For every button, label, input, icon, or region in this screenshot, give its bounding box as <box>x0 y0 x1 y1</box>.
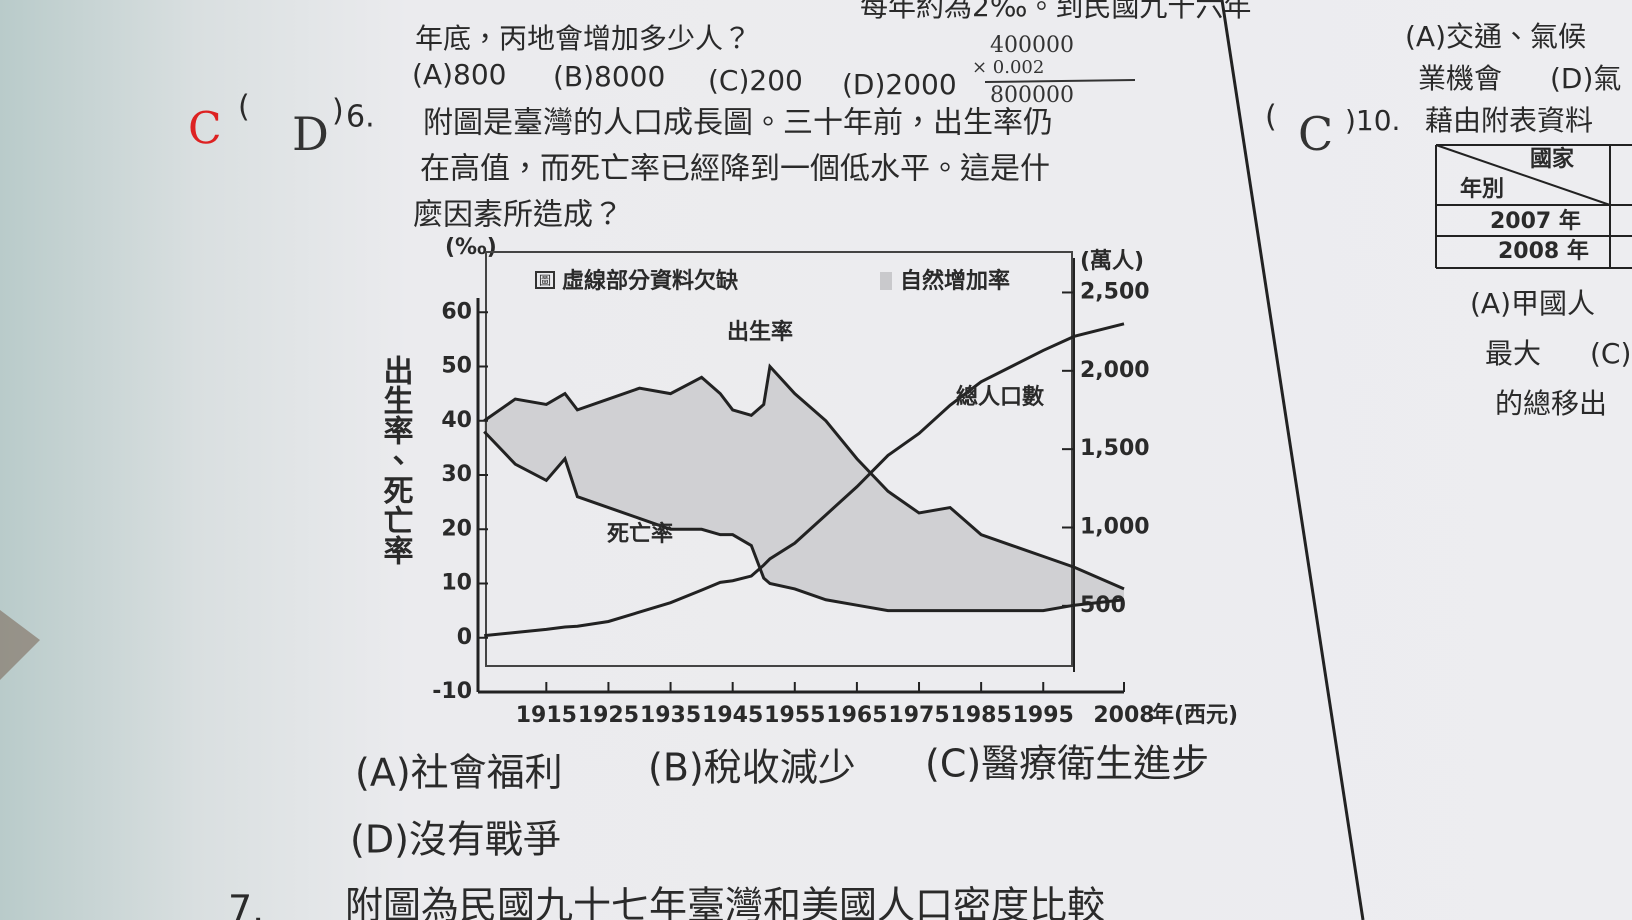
legend-label: 自然增加率 <box>900 268 1010 294</box>
x-tick-label: 1925 <box>578 703 639 728</box>
option: (A)社會福利 <box>355 751 563 795</box>
option: (D)2000 <box>842 68 957 101</box>
desk <box>0 610 40 680</box>
column-rule <box>1220 0 1365 920</box>
note-icon: 圖 <box>539 274 551 288</box>
handwriting: 400000 <box>990 33 1074 58</box>
paren: ( <box>238 90 250 125</box>
question-number: )10. <box>1345 104 1400 137</box>
option: (B)稅收減少 <box>648 746 856 790</box>
question-line: 在高值，而死亡率已經降到一個低水平。這是什 <box>420 152 1050 187</box>
x-tick-label: 2008 <box>1093 703 1154 728</box>
x-tick-label: 1935 <box>640 703 701 728</box>
option: (A)800 <box>412 58 506 91</box>
question-number: 7. <box>228 888 264 920</box>
text-line: (D)氣 <box>1550 62 1621 95</box>
y2-tick-label: 2,500 <box>1080 279 1150 304</box>
y2-tick-label: 1,000 <box>1080 514 1150 539</box>
paren: ) <box>332 94 344 129</box>
y-unit: (‰) <box>445 235 497 260</box>
text-line: (A)交通、氣候 <box>1405 20 1586 53</box>
x-tick-label: 1995 <box>1013 703 1074 728</box>
x-tick-label: 1915 <box>516 703 577 728</box>
table-header: 年別 <box>1460 176 1504 202</box>
rule <box>984 79 1136 83</box>
question-line: 藉由附表資料 <box>1425 104 1593 137</box>
handwriting: × 0.002 <box>972 57 1044 78</box>
x-tick-label: 1965 <box>826 703 887 728</box>
paren: ( <box>1265 100 1277 135</box>
table <box>1435 144 1632 269</box>
y-tick-label: 10 <box>441 571 472 596</box>
series-line <box>483 363 1125 591</box>
handwriting: 800000 <box>990 83 1074 108</box>
plot-frame <box>485 251 1073 667</box>
legend-swatch <box>880 272 892 290</box>
y-tick-label: 20 <box>441 516 472 541</box>
question-text: 年底，丙地會增加多少人？ <box>415 22 751 55</box>
question-line: 附圖為民國九十七年臺灣和美國人口密度比較 <box>345 884 1105 920</box>
question-line: 附圖是臺灣的人口成長圖。三十年前，出生率仍 <box>423 106 1053 141</box>
x-tick-label: 1945 <box>702 703 763 728</box>
option: (D)沒有戰爭 <box>350 818 561 862</box>
text-line: 業機會 <box>1418 62 1502 95</box>
text-line: (A)甲國人 <box>1470 287 1595 320</box>
y-axis-label: 出生率、死亡率 <box>378 355 414 565</box>
natural-increase-area <box>484 366 1124 611</box>
text-line: (C) <box>1590 337 1631 370</box>
x-tick-label: 1975 <box>888 703 949 728</box>
y-tick-label: 50 <box>441 354 472 379</box>
chart: (‰) 出生率、死亡率 (萬人) 圖 虛線部分資料欠缺 自然增加率 -10 0 10 2… <box>378 235 1239 728</box>
y2-unit: (萬人) <box>1080 249 1144 274</box>
table-cell: 2008 年 <box>1498 238 1589 264</box>
question-line: 麼因素所造成？ <box>413 198 623 233</box>
handwriting: C <box>188 104 222 155</box>
y2-tick-label: 1,500 <box>1080 436 1150 461</box>
x-tick-label: 1955 <box>764 703 825 728</box>
cut-line: 每年約為2‰。到民國九十六年 <box>860 0 1251 23</box>
handwriting: D <box>292 107 329 161</box>
table-header: 國家 <box>1530 146 1575 172</box>
x-axis-label: 年(西元) <box>1152 702 1238 728</box>
y-tick-label: 0 <box>457 625 472 650</box>
text-line: 最大 <box>1485 337 1541 370</box>
question-number: 6. <box>346 100 375 135</box>
y-tick-label: 60 <box>441 299 472 324</box>
x-tick-label: 1985 <box>951 703 1012 728</box>
option: (B)8000 <box>553 60 665 93</box>
y2-tick-label: 500 <box>1080 593 1126 618</box>
option: (C)醫療衛生進步 <box>925 742 1209 786</box>
series-label: 總人口數 <box>956 384 1045 410</box>
y-tick-label: 30 <box>441 462 472 487</box>
y-tick-label: 40 <box>441 408 472 433</box>
note-icon-box <box>535 271 555 289</box>
text-line: 的總移出 <box>1495 387 1607 420</box>
series-label: 出生率 <box>727 319 793 345</box>
y2-tick-label: 2,000 <box>1080 358 1150 383</box>
handwriting: C <box>1298 107 1333 161</box>
table-cell: 2007 年 <box>1490 208 1581 234</box>
series-label: 死亡率 <box>607 521 673 547</box>
series-line <box>484 322 1125 638</box>
y-tick-label: -10 <box>432 679 472 704</box>
series-line <box>483 430 1125 613</box>
option: (C)200 <box>708 64 803 97</box>
note: 虛線部分資料欠缺 <box>562 268 738 294</box>
